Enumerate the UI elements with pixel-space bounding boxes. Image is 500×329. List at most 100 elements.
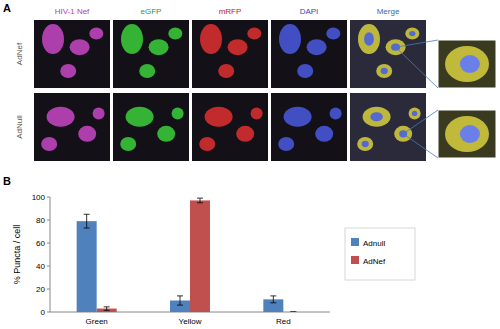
y-tick-label: 0 <box>41 308 46 317</box>
cell <box>330 107 342 119</box>
y-tick <box>47 220 50 221</box>
error-cap <box>84 228 90 229</box>
cell <box>247 28 261 40</box>
cell <box>157 126 175 142</box>
legend-label: AdNef <box>363 257 386 266</box>
micrograph <box>192 20 268 88</box>
channel-label: eGFP <box>141 7 162 16</box>
cell <box>89 28 103 40</box>
cell <box>357 137 373 151</box>
bar <box>190 200 210 312</box>
cell <box>315 126 333 142</box>
y-tick <box>47 266 50 267</box>
legend-swatch <box>351 238 359 246</box>
y-axis-label: % Puncta / cell <box>12 225 22 285</box>
cell <box>42 24 64 54</box>
zoom-line <box>403 110 438 134</box>
cell <box>47 107 75 127</box>
zoom-inset <box>438 40 496 88</box>
micrograph <box>113 93 189 161</box>
figure: A HIV-1 Nef eGFP mRFP DAPI Merge AdNef AdNull B 0… <box>0 0 500 329</box>
cell <box>200 24 222 54</box>
cell <box>326 28 340 40</box>
micrograph <box>350 93 426 161</box>
cell <box>228 39 248 55</box>
error-cap <box>104 306 110 307</box>
error-cap <box>84 214 90 215</box>
error-stem <box>180 296 181 305</box>
error-bar <box>84 214 90 228</box>
cell <box>199 137 215 151</box>
cell <box>358 24 380 54</box>
legend-swatch <box>351 256 359 264</box>
y-tick-label: 20 <box>36 285 45 294</box>
cell <box>236 126 254 142</box>
zoom-inset <box>438 110 496 158</box>
cell <box>279 24 301 54</box>
error-cap <box>197 198 203 199</box>
channel-label: HIV-1 Nef <box>55 7 90 16</box>
error-stem <box>200 198 201 203</box>
micrograph <box>34 93 110 161</box>
cell <box>409 107 421 119</box>
channel-label: mRFP <box>219 7 242 16</box>
error-bar <box>290 312 296 313</box>
channel-label: DAPI <box>300 7 319 16</box>
nucleus <box>381 68 388 74</box>
zoom-line <box>396 40 438 47</box>
plot-area <box>77 198 297 312</box>
legend-label: Adnull <box>363 239 385 248</box>
cell <box>363 107 391 127</box>
y-tick-label: 60 <box>36 239 45 248</box>
y-tick <box>47 197 50 198</box>
cell <box>251 107 263 119</box>
error-stem <box>273 296 274 303</box>
cell <box>172 107 184 119</box>
row-label: AdNull <box>15 115 24 139</box>
micrograph <box>34 20 110 88</box>
error-cap <box>104 310 110 311</box>
cell <box>278 137 294 151</box>
error-bar <box>177 296 183 305</box>
x-tick-label: Yellow <box>179 317 202 326</box>
row-label: AdNef <box>15 42 24 65</box>
panel-label: B <box>3 175 11 187</box>
error-cap <box>290 312 296 313</box>
micrograph <box>192 93 268 161</box>
error-cap <box>290 312 296 313</box>
error-cap <box>270 302 276 303</box>
micrograph <box>271 20 347 88</box>
cell <box>93 107 105 119</box>
cell <box>139 64 155 78</box>
error-cap <box>197 202 203 203</box>
error-bar <box>104 307 110 310</box>
cell <box>205 107 233 127</box>
y-tick-label: 80 <box>36 216 45 225</box>
nucleus <box>409 31 415 36</box>
cell <box>120 137 136 151</box>
error-stem <box>106 307 107 310</box>
cell <box>121 24 143 54</box>
cell <box>376 64 392 78</box>
bar <box>283 312 303 313</box>
nucleus <box>460 55 480 73</box>
micrograph <box>113 20 189 88</box>
y-tick-label: 40 <box>36 262 45 271</box>
cell <box>70 39 90 55</box>
channel-label: Merge <box>377 7 400 16</box>
cell <box>445 46 489 82</box>
error-bar <box>270 296 276 303</box>
cell <box>149 39 169 55</box>
x-tick-label: Red <box>276 317 291 326</box>
y-tick <box>47 243 50 244</box>
error-stem <box>86 214 87 228</box>
cell <box>307 39 327 55</box>
cell <box>297 64 313 78</box>
y-tick <box>47 289 50 290</box>
error-bar <box>197 198 203 203</box>
cell <box>126 107 154 127</box>
zoom-line <box>403 134 438 158</box>
bar <box>77 221 97 312</box>
error-cap <box>270 295 276 296</box>
panel-label: A <box>3 2 11 14</box>
